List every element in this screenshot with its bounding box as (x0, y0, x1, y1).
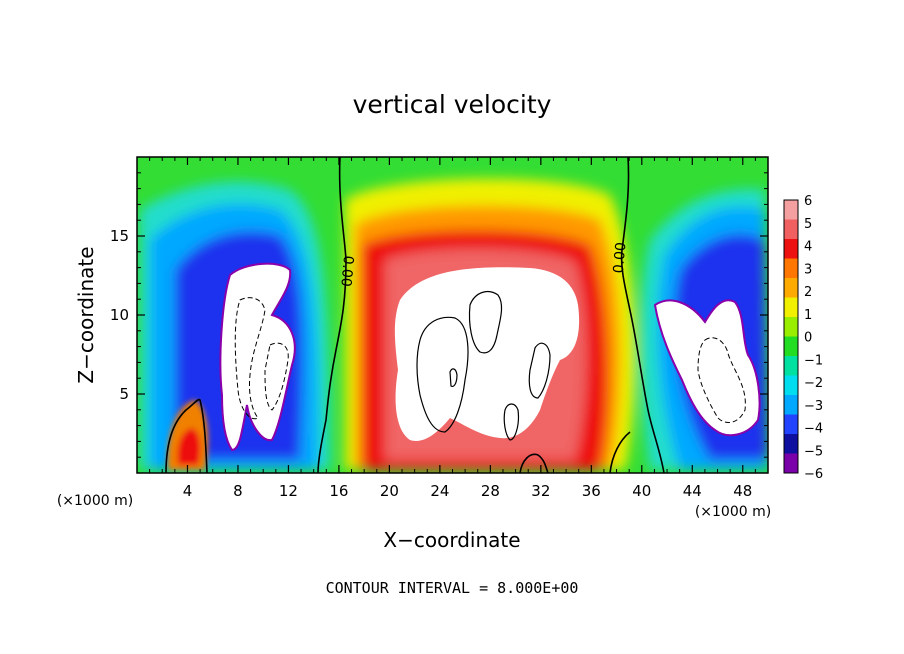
colorbar-swatch (784, 434, 798, 454)
contour-label: 0.00 (611, 242, 630, 274)
colorbar-label: 4 (804, 240, 812, 255)
x-tick-label: 12 (279, 482, 298, 500)
colorbar-label: 2 (804, 285, 812, 300)
colorbar-swatch (784, 258, 798, 279)
colorbar-label: −1 (804, 353, 823, 368)
x-tick-label: 8 (233, 482, 243, 500)
x-tick-label: 48 (733, 482, 752, 500)
contour-positive-4 (449, 368, 458, 388)
x-tick-label: 44 (683, 482, 702, 500)
zero-contour-small-mid (519, 453, 549, 473)
contour-negative-2 (264, 342, 289, 411)
colorbar-swatch (784, 453, 798, 474)
y-axis-ticks: 5 10 15 (110, 172, 768, 458)
x-tick-label: 24 (430, 482, 449, 500)
colorbar-swatch (784, 395, 798, 415)
x-tick-label: 20 (380, 482, 399, 500)
colorbar-label: −3 (804, 399, 823, 414)
contour-positive-3 (528, 342, 551, 399)
right-saturated-region (653, 299, 761, 437)
colorbar-label: −4 (804, 422, 823, 437)
colorbar-label: 5 (804, 217, 812, 232)
colorbar-frame (783, 199, 799, 474)
colorbar-label: 1 (804, 308, 812, 323)
x-tick-label: 36 (582, 482, 601, 500)
colorbar-swatch (784, 336, 798, 357)
y-axis-label: Z−coordinate (74, 246, 98, 383)
negative-contours (234, 297, 746, 423)
y-tick-label: 15 (110, 227, 129, 245)
x-axis-label: X−coordinate (383, 528, 520, 552)
contour-negative-3 (697, 337, 746, 423)
contour-labels: 0.00 0.00 (337, 242, 630, 288)
contour-negative-1 (234, 297, 266, 420)
x-unit-left: (×1000 m) (57, 493, 133, 509)
colorbar-swatch (784, 278, 798, 298)
colorbar-swatch (784, 414, 798, 435)
y-tick-label: 10 (110, 306, 129, 324)
y-tick-label: 5 (119, 385, 129, 403)
central-saturated-region (394, 267, 580, 441)
plot-area: 0.00 0.00 (137, 157, 768, 473)
colorbar-label: −5 (804, 444, 823, 459)
contour-positive-2 (468, 291, 503, 354)
zero-contour-small-right (609, 431, 631, 473)
colorbar-swatch (784, 356, 798, 376)
colorbar-swatch (784, 297, 798, 318)
zero-contour-left (317, 157, 347, 473)
zero-contours (165, 157, 665, 473)
colorbar-swatch (784, 375, 798, 396)
colorbar-label: 3 (804, 262, 812, 277)
positive-contours (416, 291, 551, 441)
colorbar-label: 0 (804, 331, 812, 346)
contour-label: 0.00 (337, 255, 356, 287)
x-tick-label: 16 (329, 482, 348, 500)
contour-positive-5 (503, 403, 520, 441)
colorbar-label: −2 (804, 376, 823, 391)
colorbar: 6 5 4 3 2 1 0 −1 −2 −3 −4 −5 −6 (783, 194, 823, 482)
contour-positive-1 (416, 316, 469, 433)
x-axis-ticks: 4 8 12 16 20 24 28 32 36 40 44 48 (149, 157, 756, 500)
x-tick-label: 32 (531, 482, 550, 500)
x-tick-label: 4 (183, 482, 193, 500)
colorbar-label: −6 (804, 467, 823, 482)
contour-interval-note: CONTOUR INTERVAL = 8.000E+00 (326, 579, 579, 597)
colorbar-swatch (784, 200, 798, 220)
colorbar-swatch (784, 317, 798, 337)
small-updraft-core (177, 428, 201, 465)
x-tick-label: 28 (481, 482, 500, 500)
colorbar-swatch (784, 239, 798, 259)
x-unit-right: (×1000 m) (695, 504, 771, 520)
x-tick-label: 40 (632, 482, 651, 500)
colorbar-label: 6 (804, 194, 812, 209)
zero-contour-small-left (165, 398, 208, 473)
colorbar-swatch (784, 219, 798, 240)
zero-contour-right (620, 157, 665, 473)
chart-title: vertical velocity (353, 90, 552, 119)
